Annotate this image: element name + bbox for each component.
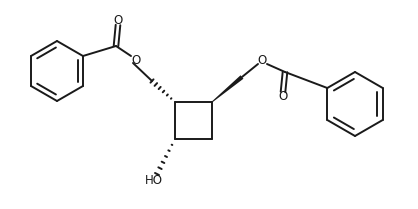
Text: O: O (131, 54, 140, 66)
Polygon shape (212, 75, 243, 102)
Text: O: O (113, 14, 122, 28)
Text: O: O (278, 90, 288, 103)
Text: HO: HO (145, 175, 163, 187)
Text: O: O (257, 55, 267, 68)
